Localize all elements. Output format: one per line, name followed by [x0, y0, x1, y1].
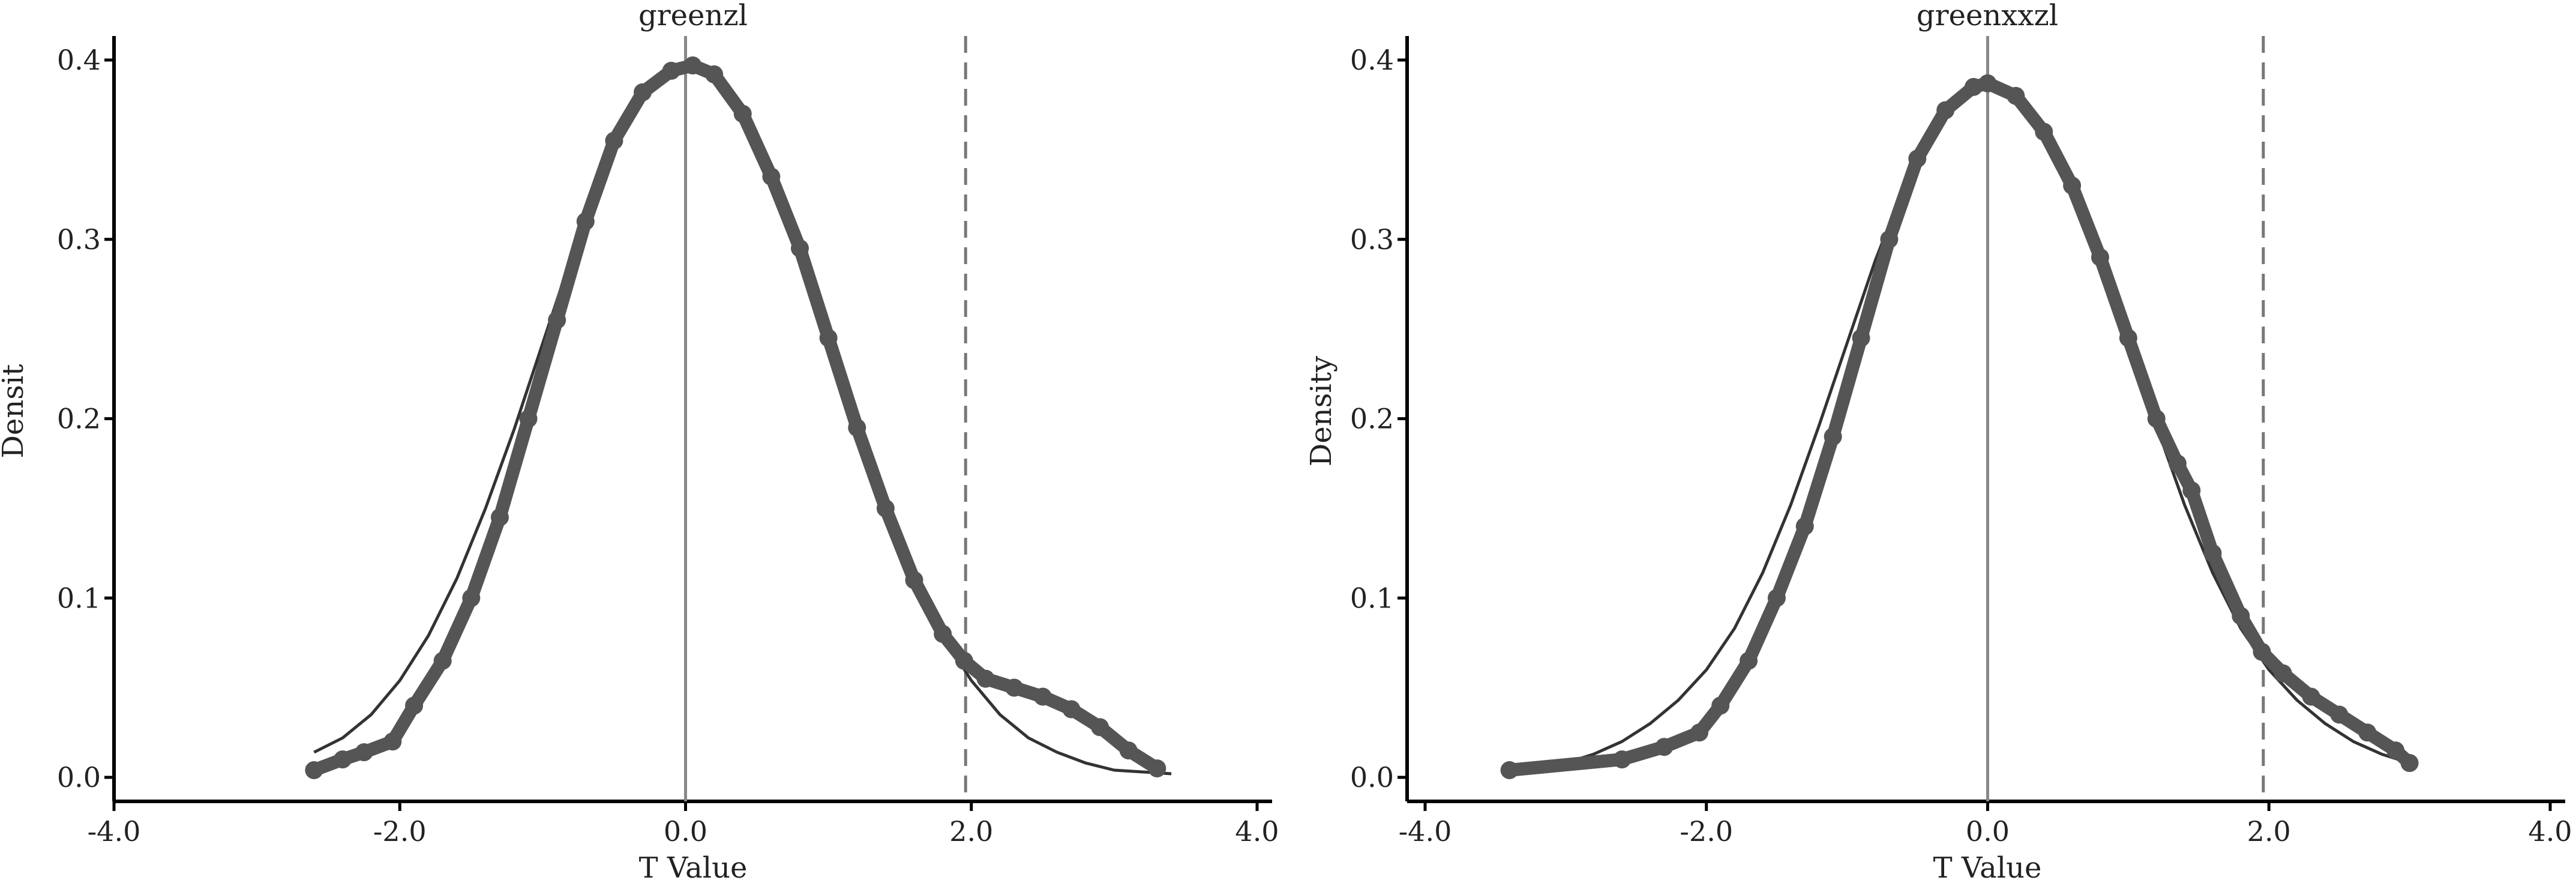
- right-data-point: [1852, 329, 1870, 348]
- right-data-point: [1690, 723, 1709, 742]
- right-data-point: [2147, 409, 2166, 428]
- left-data-point: [433, 651, 452, 670]
- right-data-point: [2035, 122, 2053, 141]
- left-x-tick-label: 0.0: [664, 815, 707, 848]
- right-data-point: [1655, 738, 1674, 756]
- right-data-point: [2330, 705, 2349, 724]
- left-data-point: [334, 750, 352, 769]
- right-data-point: [2007, 86, 2025, 105]
- right-data-point: [1880, 230, 1899, 249]
- left-data-point: [548, 311, 566, 330]
- left-data-point: [955, 651, 973, 670]
- right-x-tick-label: 2.0: [2247, 815, 2291, 848]
- left-chart-title: greenzl: [638, 0, 748, 32]
- right-data-point: [1965, 77, 1983, 96]
- right-x-tick-label: -2.0: [1680, 815, 1733, 848]
- left-chart-xlabel: T Value: [639, 851, 748, 883]
- left-data-point: [791, 239, 809, 258]
- left-x-tick-label: 4.0: [1235, 815, 1279, 848]
- left-y-tick-label: 0.2: [57, 403, 101, 435]
- right-x-tick-label: 0.0: [1966, 815, 2010, 848]
- right-data-point: [2386, 741, 2405, 760]
- left-data-point: [383, 732, 402, 751]
- left-y-tick-label: 0.4: [57, 44, 101, 76]
- left-data-point: [1119, 741, 1138, 760]
- left-data-point: [762, 167, 781, 186]
- right-data-point: [1795, 517, 1814, 535]
- left-chart-ylabel: Densit: [0, 364, 30, 458]
- left-data-point: [405, 696, 424, 715]
- right-data-point: [2203, 544, 2222, 562]
- right-data-point: [1978, 74, 1997, 92]
- right-data-point: [2168, 454, 2187, 473]
- left-x-tick-label: -4.0: [88, 815, 141, 848]
- right-data-point: [2274, 664, 2292, 683]
- right-data-point: [1767, 589, 1786, 607]
- right-data-point: [1936, 101, 1955, 119]
- right-data-point: [2063, 176, 2082, 195]
- right-data-point: [1740, 651, 1758, 670]
- left-data-point: [490, 508, 509, 526]
- left-data-point: [305, 761, 323, 780]
- right-data-point: [2358, 723, 2377, 742]
- left-data-point: [462, 589, 481, 607]
- right-data-point: [1613, 750, 1632, 769]
- left-data-point: [1033, 687, 1052, 706]
- right-y-tick-label: 0.4: [1350, 44, 1394, 76]
- left-data-point: [733, 104, 752, 123]
- right-chart-panel: greenxxzl Density T Value 0.0 0.1 0.2 0.3 0.…: [1305, 0, 2572, 883]
- right-data-point: [2182, 481, 2201, 499]
- left-data-point: [1062, 700, 1081, 719]
- right-data-point: [1500, 761, 1519, 780]
- right-chart-ylabel: Density: [1305, 356, 1338, 466]
- right-chart-xlabel: T Value: [1933, 851, 2042, 883]
- left-data-point: [819, 329, 838, 348]
- left-y-tick-label: 0.3: [57, 223, 101, 256]
- right-x-tick-label: -4.0: [1399, 815, 1452, 848]
- left-x-tick-label: -2.0: [373, 815, 427, 848]
- left-data-point: [934, 625, 952, 643]
- left-x-tick-label: 2.0: [949, 815, 993, 848]
- right-data-point: [1908, 149, 1927, 168]
- left-data-point: [905, 571, 923, 589]
- right-y-tick-label: 0.1: [1350, 582, 1394, 614]
- right-data-point: [2091, 248, 2109, 267]
- left-data-point: [576, 212, 595, 231]
- left-data-point: [355, 743, 373, 762]
- left-data-point: [683, 56, 702, 74]
- right-y-tick-label: 0.2: [1350, 403, 1394, 435]
- left-data-point: [662, 61, 680, 80]
- left-data-point: [705, 65, 724, 83]
- left-y-tick-label: 0.1: [57, 582, 101, 614]
- right-x-tick-label: 4.0: [2528, 815, 2572, 848]
- right-data-point: [2400, 754, 2419, 773]
- left-data-point: [1005, 678, 1024, 697]
- left-data-point: [1091, 718, 1109, 737]
- right-data-point: [1711, 696, 1730, 715]
- left-data-point: [519, 409, 538, 428]
- left-data-point: [876, 499, 895, 517]
- right-data-point: [2302, 687, 2320, 706]
- right-data-point: [2119, 329, 2137, 348]
- right-data-point: [2232, 607, 2250, 625]
- right-y-tick-label: 0.0: [1350, 761, 1394, 794]
- left-data-point: [634, 83, 652, 101]
- left-data-point: [605, 131, 623, 150]
- left-data-point: [848, 418, 866, 437]
- left-y-tick-label: 0.0: [57, 761, 101, 794]
- right-data-point: [1824, 427, 1842, 446]
- left-chart-panel: greenzl Densit T Value 0.0 0.1 0.2 0.3 0.4 -4…: [0, 0, 1279, 883]
- right-y-tick-label: 0.3: [1350, 223, 1394, 256]
- left-data-point: [1148, 759, 1166, 778]
- right-data-point: [2253, 642, 2271, 661]
- right-chart-title: greenxxzl: [1917, 0, 2058, 32]
- left-data-point: [976, 669, 995, 688]
